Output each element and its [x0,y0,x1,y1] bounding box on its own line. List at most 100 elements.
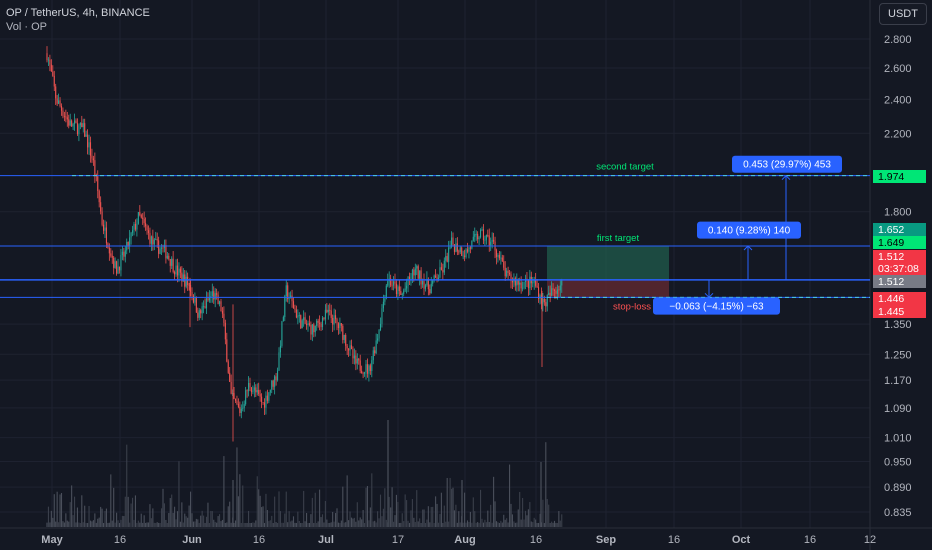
candle-body [103,224,105,231]
candle-body [113,257,115,268]
volume-bar [190,491,192,527]
candle-body [459,247,461,252]
candle-body [443,260,445,273]
volume-bar [118,522,121,527]
candle-body [406,285,408,289]
volume-bar [226,522,228,527]
candle-body [366,364,368,374]
volume-bar [266,510,268,527]
time-axis[interactable]: May 16 Jun 16 Jul 17 Aug 16 Sep 16 Oct 16 12 [41,534,876,546]
volume-bar [501,522,503,527]
volume-bar [208,522,210,527]
level-lines[interactable]: second target first target stop-loss [0,162,870,313]
volume-bar [261,507,263,527]
candle-body [507,270,509,273]
volume-bar [82,522,84,527]
candle-body [326,309,328,313]
candle-body [74,120,76,124]
currency-button[interactable]: USDT [879,3,927,25]
volume-bar [394,515,396,527]
volume-bar [108,522,110,527]
volume-bar [365,487,367,527]
volume-bar [242,485,244,527]
y-tick-label: 1.010 [884,433,912,445]
candle-body [65,116,67,118]
volume-bar [545,442,547,527]
volume-bar [240,522,242,527]
x-tick-label: 16 [114,534,126,546]
volume-bar [388,496,390,527]
volume-bar [442,522,444,527]
volume-bar [319,489,321,527]
volume-bar [456,522,458,527]
candle-body [130,232,132,238]
y-tick-label: 1.170 [884,375,912,387]
volume-bar [556,522,558,527]
candle-body [217,294,219,305]
measure-tools[interactable]: 0.453 (29.97%) 453 0.140 (9.28%) 140 −0.06… [653,155,842,315]
candle-body [385,285,387,299]
candle-body [185,276,187,287]
volume-bar [258,489,260,527]
second-target-label: second target [596,162,654,173]
volume-bar [192,521,194,527]
volume-bar [422,509,424,527]
candle-body [188,284,190,286]
volume-bar [427,506,429,527]
price-axis[interactable]: 2.800 2.600 2.400 2.200 1.800 1.350 1.250 1.170… [884,34,912,519]
volume-bar [85,522,87,527]
volume-legend[interactable]: Vol · OP [6,21,47,33]
volume-bar [277,523,279,527]
candle-body [245,390,247,405]
volume-bar [94,513,96,527]
candle-body [171,258,173,266]
volume-bar [191,513,193,527]
price-label: 1.445 [878,306,904,318]
candle-body [242,407,244,409]
volume-bar [414,522,416,527]
volume-bar [480,489,482,527]
volume-bar [176,511,179,527]
volume-bar [298,521,300,527]
volume-bar [314,492,316,527]
volume-bar [127,496,129,527]
candle-body [417,266,419,279]
volume-bar [536,522,538,527]
symbol-title[interactable]: OP / TetherUS, 4h, BINANCE [6,7,150,19]
volume-bar [268,521,270,527]
candle-body [98,190,100,203]
volume-bar [359,517,361,527]
candle-body [161,247,163,249]
candle-body [414,268,416,276]
volume-bar [104,511,106,527]
volume-bar [224,522,226,527]
candle-body [88,142,90,148]
volume-bar [543,522,545,527]
volume-bar [290,521,292,527]
volume-bar [234,520,237,527]
candle-body [491,239,493,242]
volume-bar [393,521,395,527]
candle-body [108,248,110,254]
candle-body [403,290,405,294]
candle-body [169,258,171,266]
candle-body [56,98,58,104]
candle-body [295,309,297,318]
candle-body [517,279,519,285]
candle-body [314,325,316,333]
volume-bar [551,521,553,527]
candle-body [195,297,197,313]
volume-bar [529,502,531,527]
volume-bar [411,499,413,527]
volume-bar [147,522,150,527]
volume-bar [435,496,437,527]
candle-body [333,315,335,325]
volume-bar [75,522,77,527]
volume-bar [229,501,231,527]
candle-body [340,323,342,326]
candle-body [504,267,506,277]
volume-bar [284,513,286,527]
volume-bar [223,456,225,527]
y-tick-label: 1.800 [884,207,912,219]
